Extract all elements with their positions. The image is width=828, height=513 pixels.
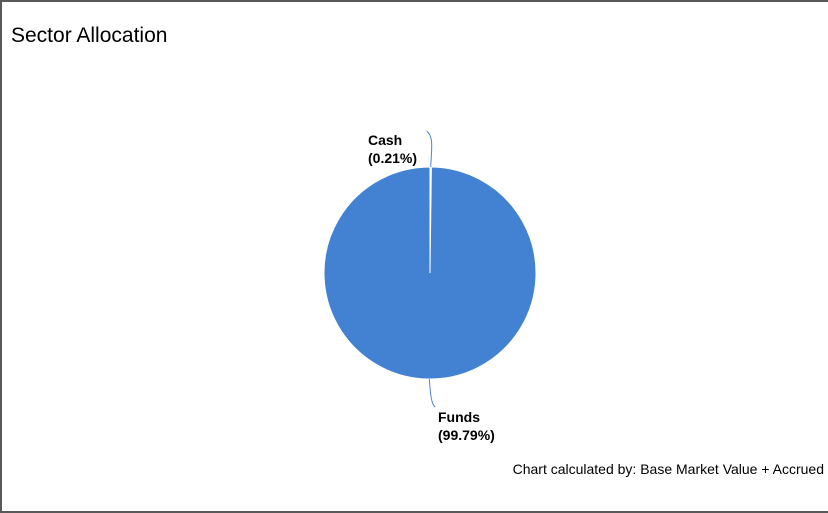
leader-line-cash [426,130,433,168]
slice-value-funds: (99.79%) [438,427,495,443]
slice-label-cash: Cash [368,132,402,148]
leader-line-funds [428,378,436,408]
panel-title: Sector Allocation [11,24,168,47]
chart-footer-note: Chart calculated by: Base Market Value +… [512,461,824,477]
slice-label-funds: Funds [438,409,480,425]
pie-slice-funds[interactable] [323,166,537,380]
slice-value-cash: (0.21%) [368,150,417,166]
